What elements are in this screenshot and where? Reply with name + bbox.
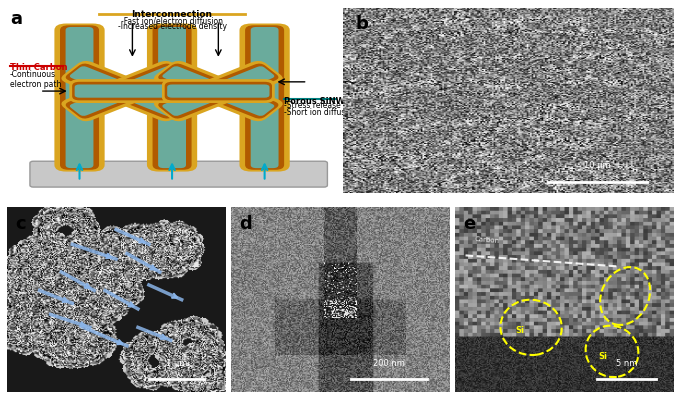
FancyBboxPatch shape: [65, 64, 186, 118]
Text: Si: Si: [515, 326, 525, 335]
FancyBboxPatch shape: [61, 61, 190, 121]
Text: -Short ion diffusion path: -Short ion diffusion path: [284, 108, 377, 117]
Text: -Stress release: -Stress release: [284, 101, 341, 110]
FancyBboxPatch shape: [245, 25, 284, 170]
FancyBboxPatch shape: [72, 82, 180, 100]
Text: 10 μm: 10 μm: [584, 162, 611, 170]
FancyBboxPatch shape: [65, 27, 93, 168]
FancyBboxPatch shape: [60, 25, 99, 170]
Text: 1 μm: 1 μm: [165, 359, 187, 368]
FancyBboxPatch shape: [147, 24, 197, 172]
FancyBboxPatch shape: [167, 84, 269, 98]
FancyBboxPatch shape: [30, 161, 327, 187]
FancyBboxPatch shape: [154, 61, 283, 121]
FancyBboxPatch shape: [70, 66, 182, 116]
Text: Carbon: Carbon: [475, 236, 500, 244]
Text: e: e: [463, 215, 475, 233]
Text: -Continuous
electron path: -Continuous electron path: [10, 70, 61, 89]
FancyBboxPatch shape: [75, 84, 177, 98]
Text: Thin Carbon: Thin Carbon: [10, 63, 67, 72]
FancyBboxPatch shape: [163, 66, 274, 116]
Text: b: b: [356, 15, 369, 33]
FancyBboxPatch shape: [61, 61, 190, 121]
FancyBboxPatch shape: [165, 82, 272, 100]
Text: Si: Si: [599, 352, 608, 361]
Text: 200 nm: 200 nm: [373, 359, 405, 368]
Text: Porous SiNW: Porous SiNW: [284, 97, 345, 106]
FancyBboxPatch shape: [158, 27, 186, 168]
Text: -Increased electrode density: -Increased electrode density: [118, 22, 226, 31]
Text: d: d: [239, 215, 252, 233]
FancyBboxPatch shape: [152, 25, 192, 170]
FancyBboxPatch shape: [162, 79, 275, 103]
FancyBboxPatch shape: [158, 64, 279, 118]
Text: -Fast ion/electron diffusion: -Fast ion/electron diffusion: [121, 16, 223, 25]
FancyBboxPatch shape: [69, 79, 182, 103]
Text: Interconnection: Interconnection: [131, 10, 213, 19]
FancyBboxPatch shape: [154, 61, 283, 121]
FancyBboxPatch shape: [65, 64, 186, 118]
FancyBboxPatch shape: [163, 66, 274, 116]
FancyBboxPatch shape: [70, 66, 182, 116]
Text: c: c: [16, 215, 26, 233]
FancyBboxPatch shape: [239, 24, 290, 172]
FancyBboxPatch shape: [54, 24, 105, 172]
Text: 5 nm: 5 nm: [615, 359, 637, 368]
FancyBboxPatch shape: [251, 27, 279, 168]
Text: a: a: [10, 10, 22, 28]
FancyBboxPatch shape: [158, 64, 279, 118]
